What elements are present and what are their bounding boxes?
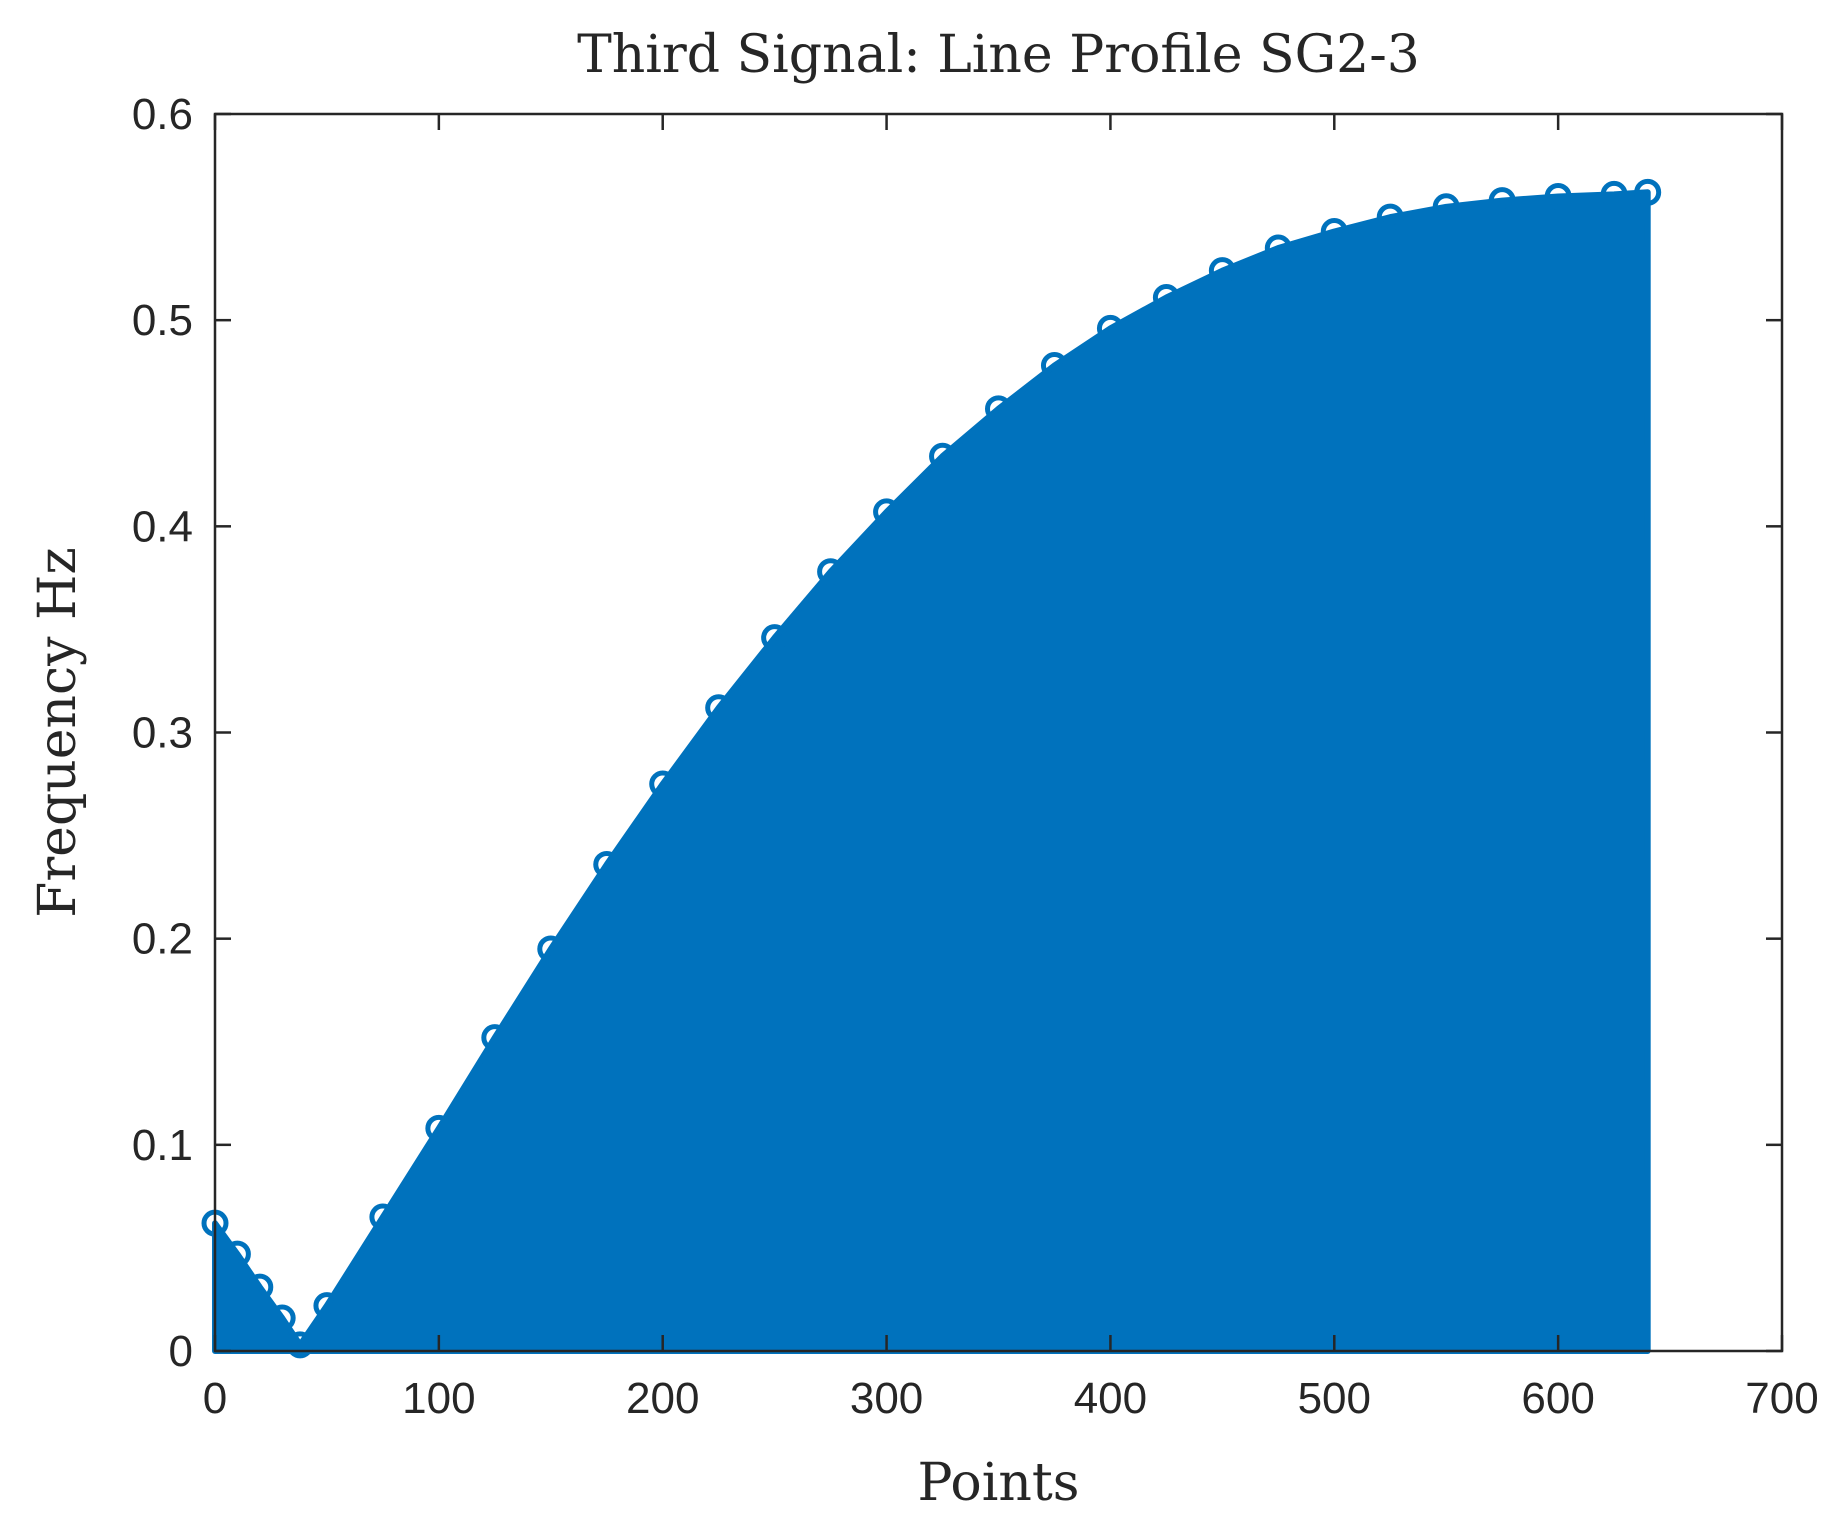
data-point: [929, 442, 957, 470]
data-point: [223, 1240, 251, 1268]
chart-title: Third Signal: Line Profile SG2-3: [577, 25, 1420, 85]
data-point: [1432, 193, 1460, 221]
data-point: [481, 1024, 509, 1052]
x-tick-label: 200: [626, 1374, 699, 1423]
data-layer: [201, 178, 1662, 1359]
data-point: [1600, 180, 1628, 208]
data-point: [985, 395, 1012, 423]
data-point: [649, 770, 677, 798]
data-point: [1152, 283, 1180, 311]
data-point: [1544, 182, 1572, 210]
x-axis-label: Points: [918, 1453, 1080, 1513]
y-tick-label: 0: [169, 1327, 193, 1376]
data-point: [1376, 203, 1404, 231]
data-point: [425, 1114, 453, 1142]
x-tick-label: 500: [1298, 1374, 1371, 1423]
data-point: [1488, 187, 1516, 215]
y-tick-label: 0.6: [132, 90, 193, 139]
y-tick-label: 0.5: [132, 296, 193, 345]
data-point: [1096, 314, 1124, 342]
y-tick-label: 0.4: [132, 502, 193, 551]
data-point: [873, 498, 901, 526]
data-point: [369, 1203, 397, 1231]
data-point: [1040, 352, 1068, 380]
data-point: [761, 624, 789, 652]
y-tick-label: 0.1: [132, 1121, 193, 1170]
data-point: [1208, 257, 1236, 285]
x-tick-label: 100: [402, 1374, 475, 1423]
ticks-layer: 0 100 200 300 400 500 600 700 0 0.1 0.2 0.3 0.4 0.5 0.…: [132, 90, 1819, 1423]
x-tick-label: 600: [1521, 1374, 1594, 1423]
x-tick-label: 700: [1745, 1374, 1818, 1423]
data-point: [593, 850, 621, 878]
series-area-0: [212, 189, 1651, 1354]
data-point: [268, 1304, 296, 1332]
data-point: [313, 1292, 341, 1320]
data-point: [1320, 218, 1348, 246]
y-tick-label: 0.2: [132, 915, 193, 964]
x-tick-label: 400: [1074, 1374, 1147, 1423]
data-point: [817, 558, 845, 586]
data-point: [246, 1273, 274, 1301]
x-tick-label: 0: [203, 1374, 227, 1423]
data-point: [705, 694, 733, 722]
y-axis-label: Frequency Hz: [28, 547, 88, 918]
data-point: [1264, 234, 1292, 262]
data-point: [537, 935, 565, 963]
y-tick-label: 0.3: [132, 709, 193, 758]
x-tick-label: 300: [850, 1374, 923, 1423]
data-point: [286, 1331, 314, 1359]
data-point: [1634, 178, 1662, 206]
